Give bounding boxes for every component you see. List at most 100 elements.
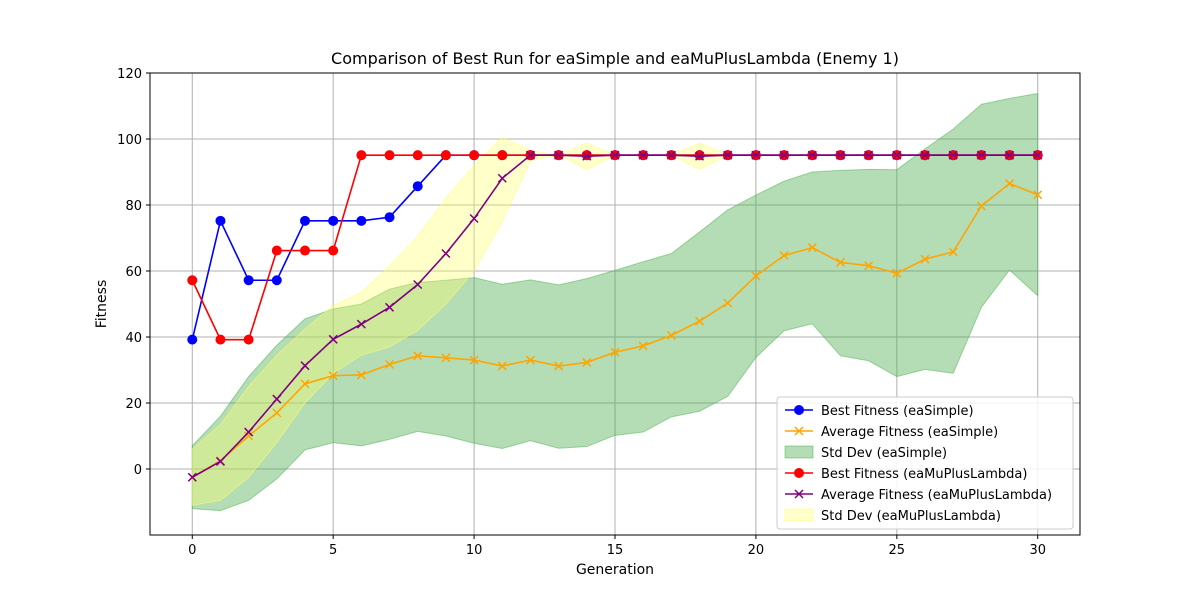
data-point <box>638 150 648 160</box>
data-point <box>328 371 338 381</box>
data-point <box>666 150 676 160</box>
data-point <box>328 215 339 226</box>
legend-item: Std Dev (eaMuPlusLambda) <box>784 508 1001 524</box>
data-point <box>328 334 338 344</box>
data-point <box>441 248 451 259</box>
data-point <box>328 245 339 256</box>
data-point <box>864 150 874 160</box>
legend-swatch <box>784 508 814 522</box>
y-tick-label: 0 <box>134 463 142 478</box>
data-point <box>1033 150 1043 160</box>
data-point <box>385 302 395 312</box>
data-point <box>920 254 930 264</box>
legend-label: Std Dev (eaSimple) <box>821 446 947 461</box>
legend-marker <box>794 489 804 499</box>
axis-ticks: 0 5 10 15 20 25 30 0 20 40 60 80 100 120 <box>117 67 1046 558</box>
data-point <box>441 353 451 363</box>
legend-swatch <box>784 445 814 459</box>
data-point <box>469 213 479 224</box>
data-point <box>272 408 282 418</box>
data-point <box>300 379 310 389</box>
data-point <box>243 275 254 286</box>
data-point <box>864 261 874 271</box>
data-point <box>356 370 366 380</box>
legend-item: Best Fitness (eaSimple) <box>785 404 974 419</box>
y-tick-label: 40 <box>125 331 142 346</box>
x-tick-label: 15 <box>607 543 624 558</box>
data-point <box>412 181 423 192</box>
data-point <box>497 173 507 183</box>
data-point <box>751 271 761 281</box>
data-point <box>554 361 564 371</box>
data-point <box>385 359 395 369</box>
data-point <box>723 298 733 308</box>
data-point <box>892 268 902 278</box>
data-point <box>413 351 423 361</box>
std-dev-band-2 <box>191 92 1039 512</box>
chart-title: Comparison of Best Run for eaSimple and … <box>331 49 899 68</box>
legend-item: Std Dev (eaSimple) <box>784 445 947 461</box>
data-point <box>497 150 508 161</box>
data-point <box>356 319 366 329</box>
data-point <box>948 247 958 257</box>
legend-item: Average Fitness (eaMuPlusLambda) <box>785 488 1052 503</box>
data-point <box>244 431 254 441</box>
legend-item: Best Fitness (eaMuPlusLambda) <box>785 467 1027 482</box>
data-point <box>807 150 817 160</box>
data-point <box>440 150 451 161</box>
data-point <box>384 212 395 223</box>
data-point <box>835 150 845 160</box>
legend-label: Average Fitness (eaMuPlusLambda) <box>821 488 1052 503</box>
data-point <box>582 357 592 367</box>
data-point <box>582 151 592 161</box>
data-point <box>356 150 367 161</box>
data-point <box>187 472 197 482</box>
data-point <box>469 355 479 365</box>
x-tick-label: 30 <box>1029 543 1046 558</box>
legend-label: Std Dev (eaMuPlusLambda) <box>821 509 1001 524</box>
legend-marker <box>794 405 804 415</box>
series-4 <box>187 150 1043 482</box>
y-tick-label: 60 <box>125 265 142 280</box>
data-point <box>244 427 254 437</box>
data-point <box>666 330 676 340</box>
data-point <box>300 215 310 226</box>
x-axis-label: Generation <box>576 562 654 578</box>
legend-box <box>776 396 1074 530</box>
data-point <box>695 316 705 326</box>
x-tick-label: 10 <box>466 543 483 558</box>
data-point <box>525 355 535 365</box>
data-point <box>356 215 367 226</box>
x-tick-label: 25 <box>889 543 906 558</box>
legend: Best Fitness (eaSimple) Average Fitness (… <box>776 396 1074 530</box>
legend-label: Best Fitness (eaSimple) <box>821 404 974 419</box>
data-point <box>271 275 282 286</box>
data-point <box>779 250 789 261</box>
data-point <box>215 215 226 226</box>
legend-marker <box>794 468 804 478</box>
data-point <box>610 150 620 160</box>
data-point <box>610 347 620 357</box>
data-point <box>638 341 648 351</box>
data-point <box>215 334 226 345</box>
x-tick-label: 5 <box>329 543 337 558</box>
data-point <box>807 243 817 253</box>
data-point <box>497 361 507 371</box>
legend-item: Average Fitness (eaSimple) <box>785 425 998 440</box>
data-point <box>835 257 845 267</box>
data-point <box>413 279 423 290</box>
data-point <box>271 245 282 256</box>
data-point <box>695 151 705 161</box>
y-tick-label: 20 <box>125 397 142 412</box>
data-point <box>948 150 958 160</box>
legend-marker <box>794 426 804 436</box>
data-point <box>976 201 986 211</box>
data-point <box>1005 179 1015 189</box>
data-point <box>892 150 902 160</box>
data-point <box>554 150 564 160</box>
data-point <box>272 394 282 404</box>
x-tick-label: 20 <box>748 543 765 558</box>
data-point <box>215 456 225 466</box>
data-point <box>469 150 480 161</box>
